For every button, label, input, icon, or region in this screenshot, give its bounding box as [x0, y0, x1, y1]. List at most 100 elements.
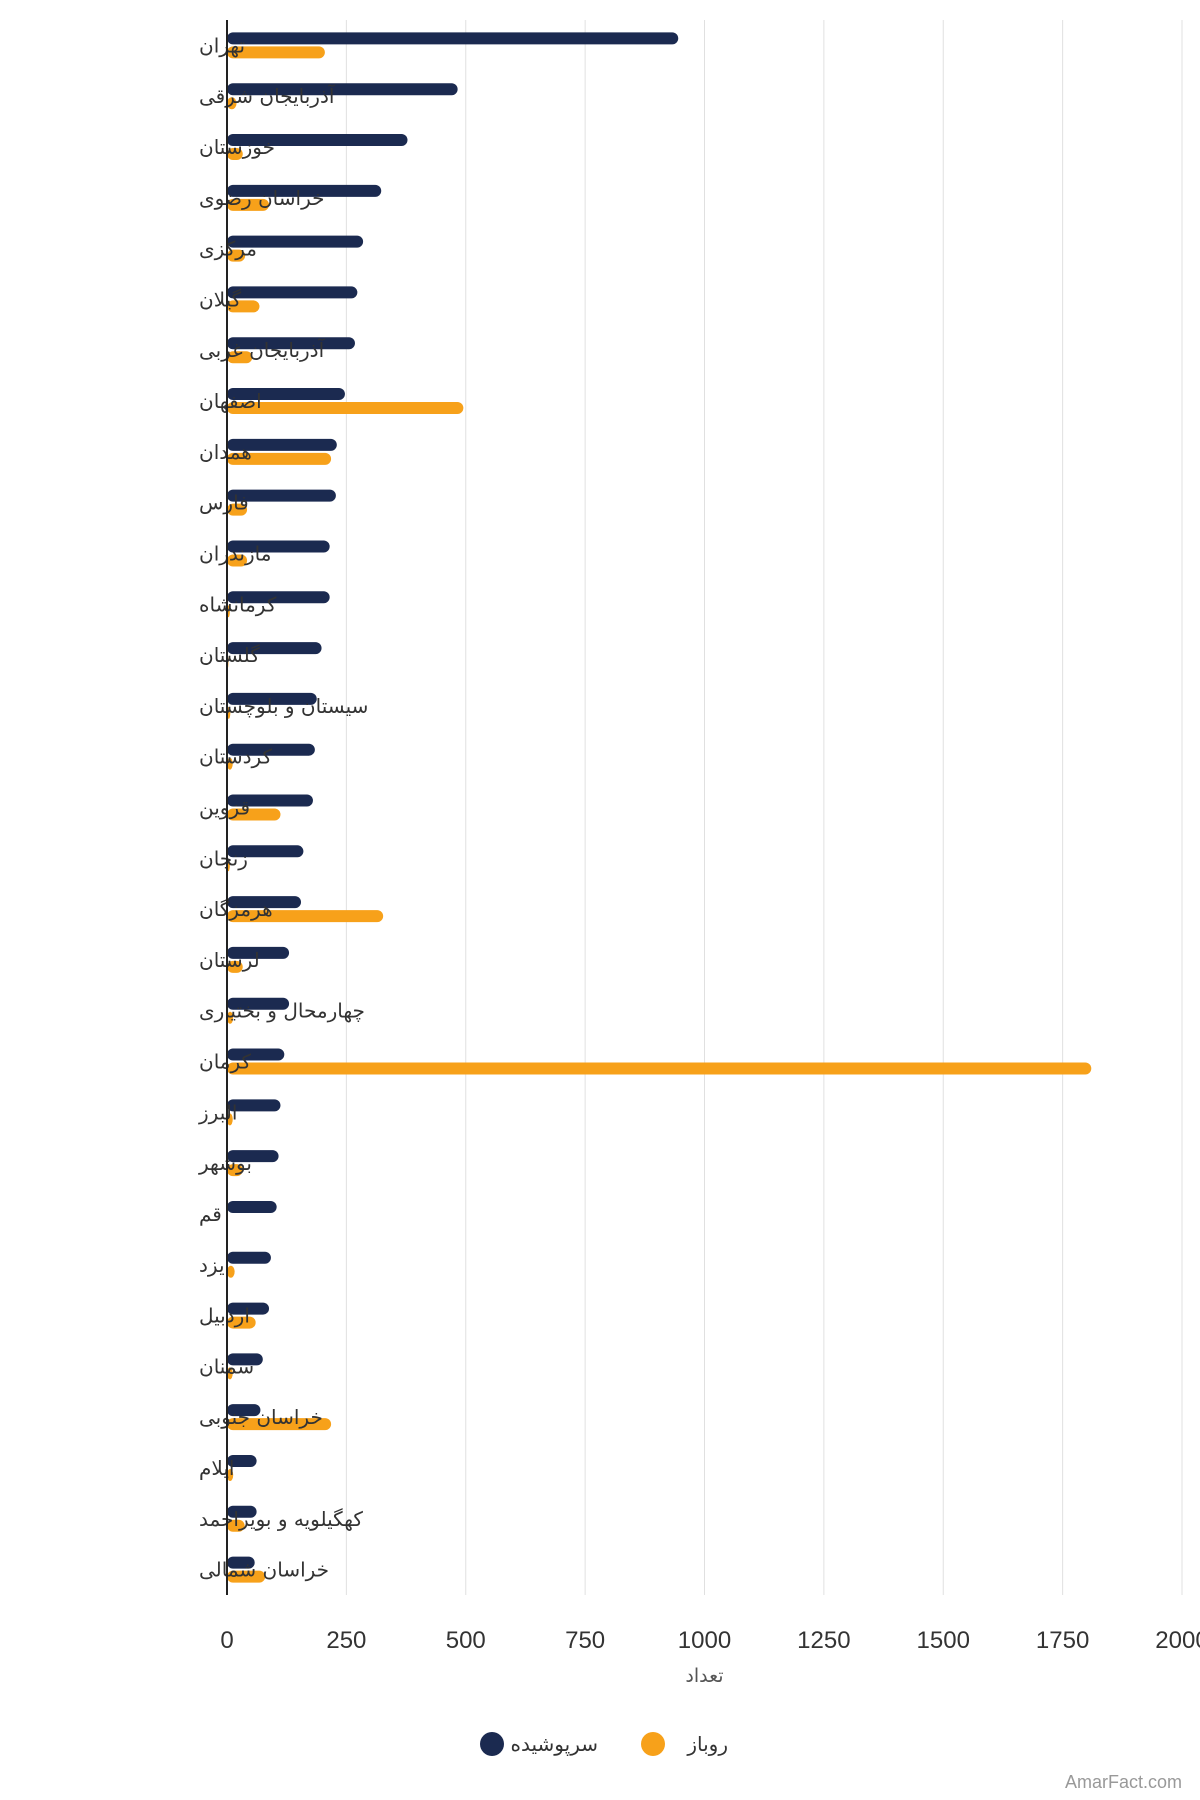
category-label: البرز — [198, 1100, 237, 1124]
bar-open[interactable] — [227, 1468, 234, 1481]
bar-covered[interactable] — [227, 540, 330, 553]
bar-open[interactable] — [227, 1062, 1092, 1075]
bar-open[interactable] — [227, 910, 384, 923]
legend-label-open[interactable]: روباز — [686, 1732, 728, 1756]
watermark: AmarFact.com — [1065, 1772, 1182, 1792]
bar-covered[interactable] — [227, 489, 336, 502]
bar-open[interactable] — [227, 1418, 332, 1431]
bar-open[interactable] — [227, 351, 253, 364]
bar-covered[interactable] — [227, 1251, 271, 1264]
bar-open[interactable] — [227, 808, 281, 821]
category-label: خراسان شمالی — [199, 1558, 329, 1582]
bar-covered[interactable] — [227, 438, 337, 451]
x-tick-label: 0 — [220, 1627, 233, 1654]
bar-open[interactable] — [227, 1519, 245, 1532]
category-label: زنجان — [199, 846, 248, 870]
bar-covered[interactable] — [227, 1302, 270, 1315]
bar-open[interactable] — [227, 452, 332, 465]
category-label: گیلان — [199, 287, 242, 311]
bar-covered[interactable] — [227, 286, 358, 299]
category-label: لرستان — [199, 948, 260, 972]
category-label: ایلام — [199, 1456, 234, 1480]
category-label: اصفهان — [199, 389, 262, 413]
bar-open[interactable] — [227, 1113, 233, 1126]
bar-covered[interactable] — [227, 946, 290, 959]
bar-covered[interactable] — [227, 692, 317, 705]
bar-covered[interactable] — [227, 997, 290, 1010]
bar-covered[interactable] — [227, 1048, 285, 1061]
category-label: چهارمحال و بختیاری — [199, 999, 365, 1023]
bar-covered[interactable] — [227, 337, 355, 350]
bar-open[interactable] — [227, 1164, 243, 1177]
bar-open[interactable] — [227, 757, 233, 770]
bar-covered[interactable] — [227, 184, 382, 197]
x-tick-label: 1000 — [678, 1627, 731, 1654]
bar-covered[interactable] — [227, 1099, 281, 1112]
bar-covered[interactable] — [227, 1200, 277, 1213]
category-label: آذربایجان غربی — [199, 337, 326, 362]
x-tick-label: 1250 — [797, 1627, 850, 1654]
bar-covered[interactable] — [227, 642, 322, 655]
bar-covered[interactable] — [227, 134, 408, 147]
x-tick-label: 1500 — [917, 1627, 970, 1654]
category-label: مازندران — [199, 541, 271, 565]
bar-covered[interactable] — [227, 743, 315, 756]
bar-covered[interactable] — [227, 845, 304, 858]
bar-covered[interactable] — [227, 235, 364, 248]
bar-open[interactable] — [227, 1570, 266, 1583]
category-label: هرمزگان — [199, 897, 273, 921]
bar-covered[interactable] — [227, 896, 302, 909]
bar-open[interactable] — [227, 249, 246, 262]
x-tick-label: 250 — [326, 1627, 366, 1654]
category-label: تهران — [199, 33, 245, 57]
category-label: خراسان رضوی — [199, 186, 324, 210]
category-label: سیستان و بلوچستان — [199, 694, 368, 718]
category-label: قم — [199, 1202, 222, 1226]
category-label: همدان — [199, 440, 252, 464]
bar-covered[interactable] — [227, 1505, 257, 1518]
bar-open[interactable] — [227, 46, 325, 59]
bar-open[interactable] — [227, 1316, 256, 1329]
bars — [227, 32, 1092, 1583]
category-label: قزوین — [199, 796, 250, 820]
bar-covered[interactable] — [227, 1556, 255, 1569]
bar-covered[interactable] — [227, 1150, 279, 1163]
bar-open[interactable] — [227, 503, 248, 516]
bar-open[interactable] — [227, 1011, 234, 1024]
legend-marker-open[interactable] — [641, 1732, 665, 1756]
legend: سرپوشیده روباز — [480, 1732, 728, 1757]
category-label: فارس — [199, 491, 249, 515]
bar-covered[interactable] — [227, 32, 679, 45]
category-label: کهگیلویه و بویراحمد — [199, 1507, 363, 1531]
category-label: اردبیل — [199, 1304, 250, 1328]
bar-open[interactable] — [227, 960, 243, 973]
x-tick-label: 1750 — [1036, 1627, 1089, 1654]
bar-covered[interactable] — [227, 1454, 257, 1467]
category-label: خراسان جنوبی — [199, 1405, 323, 1429]
bar-covered[interactable] — [227, 1404, 261, 1417]
bar-covered[interactable] — [227, 388, 345, 401]
grid-lines — [345, 20, 1183, 1595]
bar-covered[interactable] — [227, 1353, 263, 1366]
bar-open[interactable] — [227, 300, 260, 313]
category-label: آذربایجان شرقی — [199, 83, 336, 108]
bar-covered[interactable] — [227, 794, 313, 807]
legend-label-covered[interactable]: سرپوشیده — [511, 1732, 598, 1757]
category-label: بوشهر — [198, 1151, 252, 1175]
legend-marker-covered[interactable] — [480, 1732, 504, 1756]
bar-open[interactable] — [227, 97, 237, 110]
bar-open[interactable] — [227, 554, 248, 567]
bar-open[interactable] — [227, 198, 270, 211]
x-tick-label: 500 — [446, 1627, 486, 1654]
bar-covered[interactable] — [227, 591, 330, 604]
bar-open[interactable] — [227, 148, 243, 161]
bar-open[interactable] — [227, 1367, 233, 1380]
bar-open[interactable] — [227, 1265, 235, 1278]
category-label: کردستان — [199, 745, 273, 769]
bar-open[interactable] — [227, 402, 464, 415]
x-tick-label: 2000 — [1155, 1627, 1200, 1654]
bar-covered[interactable] — [227, 83, 458, 96]
x-tick-label: 750 — [565, 1627, 605, 1654]
